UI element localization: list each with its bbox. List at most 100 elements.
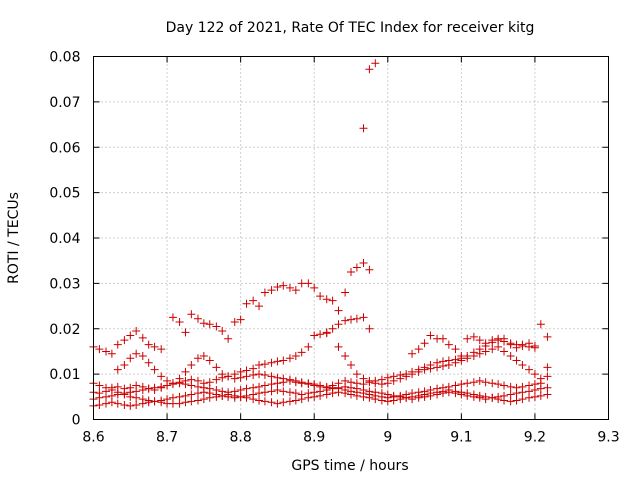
data-point: [543, 390, 552, 399]
data-point: [543, 332, 552, 341]
data-point: [488, 336, 497, 345]
x-tick-label: 8.6: [82, 430, 104, 446]
data-point: [328, 324, 337, 333]
data-point: [193, 389, 202, 398]
data-point: [481, 378, 490, 387]
data-point: [181, 398, 190, 407]
series-sat-c: [168, 258, 374, 343]
data-point: [230, 391, 239, 400]
data-point: [304, 342, 313, 351]
data-point: [260, 288, 269, 297]
data-point: [126, 354, 135, 363]
data-point: [347, 268, 355, 277]
data-point: [255, 389, 264, 398]
data-point: [279, 356, 288, 365]
data-point: [212, 363, 221, 372]
data-point: [451, 381, 460, 390]
data-point: [438, 361, 447, 370]
data-point: [157, 372, 166, 381]
data-point: [120, 390, 129, 399]
data-point: [279, 281, 288, 290]
data-point: [451, 345, 460, 354]
data-point: [525, 393, 534, 402]
data-point: [414, 367, 423, 376]
data-point: [371, 379, 380, 388]
data-point: [138, 333, 147, 342]
data-point: [310, 392, 319, 401]
data-point: [341, 351, 350, 360]
data-point: [525, 365, 534, 374]
data-point: [267, 380, 276, 389]
data-point: [475, 376, 484, 385]
data-point: [273, 283, 282, 292]
data-point: [242, 393, 251, 402]
data-point: [120, 361, 129, 370]
data-point: [506, 390, 515, 399]
data-point: [530, 341, 539, 350]
data-point: [267, 358, 276, 367]
data-point: [488, 379, 497, 388]
data-point: [285, 283, 294, 292]
data-point: [230, 374, 239, 383]
data-point: [175, 399, 184, 408]
data-point: [444, 340, 453, 349]
data-point: [408, 389, 417, 398]
y-tick-label: 0.04: [49, 231, 80, 247]
data-point: [371, 391, 380, 400]
data-point: [451, 358, 460, 367]
data-point: [218, 327, 227, 336]
data-point: [536, 391, 545, 400]
data-point: [347, 387, 355, 396]
data-point: [414, 345, 423, 354]
data-point: [426, 331, 435, 340]
data-point: [163, 376, 172, 385]
data-point: [144, 384, 153, 393]
data-point: [352, 314, 361, 323]
data-point: [481, 347, 490, 356]
data-point: [506, 351, 515, 360]
data-point: [543, 372, 552, 381]
data-point: [144, 358, 153, 367]
data-point: [249, 383, 258, 392]
data-point: [107, 349, 116, 358]
data-point: [291, 286, 300, 295]
data-point: [224, 372, 233, 381]
data-point: [506, 340, 515, 349]
data-point: [396, 374, 405, 383]
data-point: [138, 386, 147, 395]
data-point: [205, 356, 214, 365]
data-point: [328, 383, 337, 392]
data-point: [95, 345, 104, 354]
data-points: [89, 59, 552, 410]
data-point: [285, 375, 294, 384]
data-point: [120, 336, 129, 345]
data-point: [500, 334, 509, 343]
data-point: [536, 320, 545, 329]
series-sat-h: [113, 349, 552, 402]
data-point: [150, 365, 159, 374]
data-point: [187, 397, 196, 406]
data-point: [132, 327, 141, 336]
data-point: [316, 330, 325, 339]
data-point: [267, 372, 276, 381]
y-tick-label: 0.07: [49, 95, 80, 111]
data-point: [506, 382, 515, 391]
data-point: [322, 382, 331, 391]
data-point: [279, 374, 288, 383]
data-point: [475, 349, 484, 358]
data-point: [138, 351, 147, 360]
data-point: [107, 398, 116, 407]
data-point: [536, 374, 545, 383]
data-point: [414, 388, 423, 397]
data-point: [187, 361, 196, 370]
data-point: [488, 345, 497, 354]
data-point: [438, 383, 447, 392]
data-point: [199, 388, 208, 397]
data-point: [518, 361, 527, 370]
x-tick-label: 9.3: [597, 430, 619, 446]
data-point: [341, 386, 350, 395]
data-point: [267, 387, 276, 396]
data-point: [334, 384, 343, 393]
data-point: [181, 328, 190, 337]
series-sat-b: [89, 313, 374, 398]
